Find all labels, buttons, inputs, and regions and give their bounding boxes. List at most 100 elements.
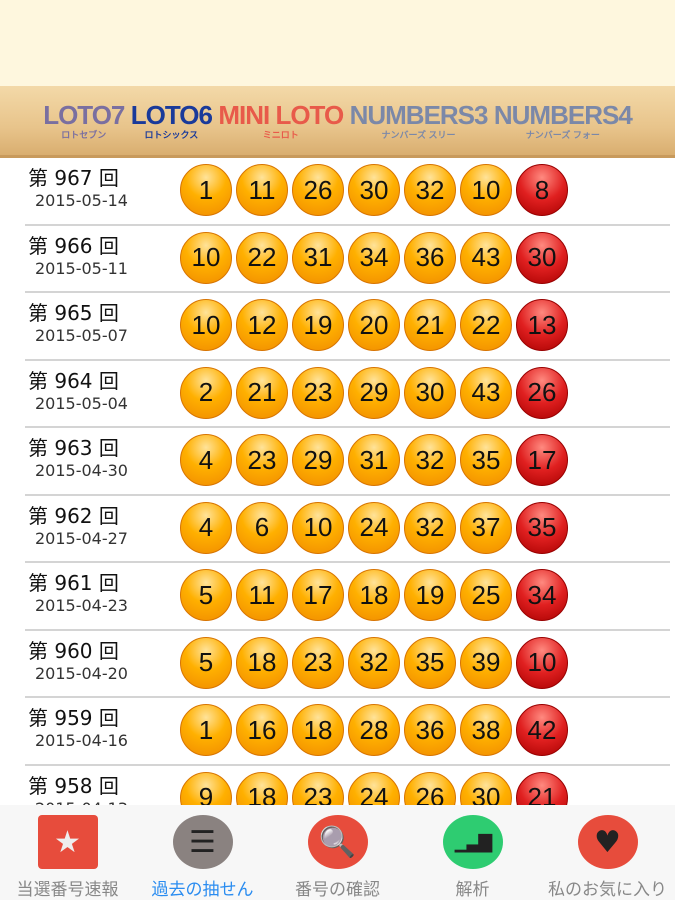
- logo-numbers3[interactable]: NUMBERS3 ナンバーズ スリー: [349, 99, 489, 140]
- draw-date: 2015-04-13: [35, 799, 128, 806]
- number-ball: 35: [404, 636, 456, 689]
- number-ball: 30: [404, 366, 456, 419]
- number-ball: 18: [348, 569, 400, 621]
- bonus-ball: 8: [516, 164, 568, 216]
- number-ball: 22: [236, 231, 288, 284]
- number-ball: 30: [460, 771, 512, 805]
- tab-search[interactable]: 🔍 番号の確認: [270, 805, 405, 900]
- number-ball: 16: [236, 704, 288, 756]
- tab-label: 過去の抽せん: [151, 880, 254, 900]
- number-ball: 32: [348, 636, 400, 689]
- number-ball: 43: [460, 231, 512, 284]
- draw-row[interactable]: 第 963 回 2015-04-30 4 23 29 31 32 35 17: [25, 428, 670, 496]
- number-ball: 43: [460, 366, 512, 419]
- draw-number: 第 958 回: [28, 773, 119, 798]
- number-ball: 29: [348, 366, 400, 419]
- logo-subtitle: ロトセブン: [61, 129, 107, 140]
- number-ball: 39: [460, 636, 512, 689]
- logo-text: MINI LOTO: [218, 99, 344, 130]
- lottery-type-board: LOTO7 ロトセブン LOTO6 ロトシックス MINI LOTO ミニロト NUMBER…: [0, 86, 675, 158]
- draw-number: 第 967 回: [28, 166, 119, 190]
- number-ball: 21: [236, 366, 288, 419]
- draw-number: 第 965 回: [28, 301, 119, 325]
- number-ball: 12: [236, 299, 288, 351]
- number-ball: 32: [404, 164, 456, 216]
- bonus-ball: 30: [516, 231, 568, 284]
- logo-loto6[interactable]: LOTO6 ロトシックス: [131, 102, 213, 140]
- winning-numbers: 1 11 26 30 32 10 8: [180, 164, 568, 216]
- draw-date: 2015-04-27: [35, 528, 128, 548]
- number-ball: 23: [292, 771, 344, 805]
- draw-results-list[interactable]: 第 967 回 2015-05-14 1 11 26 30 32 10 8 第 966 回 2015…: [0, 158, 675, 805]
- draw-number: 第 966 回: [28, 233, 119, 258]
- tab-list[interactable]: ☰ 過去の抽せん: [135, 805, 270, 900]
- draw-row[interactable]: 第 964 回 2015-05-04 2 21 23 29 30 43 26: [25, 361, 670, 428]
- draw-number: 第 964 回: [28, 368, 119, 393]
- number-ball: 2: [180, 366, 232, 419]
- bonus-ball: 10: [516, 636, 568, 689]
- tab-label: 当選番号速報: [16, 880, 119, 900]
- tab-label: 私のお気に入り: [548, 880, 667, 900]
- draw-row[interactable]: 第 962 回 2015-04-27 4 6 10 24 32 37 35: [25, 496, 670, 563]
- list-icon: ☰: [172, 815, 233, 869]
- number-ball: 4: [180, 501, 232, 554]
- number-ball: 1: [180, 164, 232, 216]
- number-ball: 17: [292, 569, 344, 621]
- number-ball: 28: [348, 704, 400, 756]
- draw-date: 2015-04-20: [35, 663, 128, 683]
- tab-bar-chart[interactable]: ▁▃▇ 解析: [405, 805, 540, 900]
- tab-bar: ★ 当選番号速報 ☰ 過去の抽せん 🔍 番号の確認 ▁▃▇ 解析 ♥ 私のお気に入り: [0, 805, 675, 900]
- winning-numbers: 2 21 23 29 30 43 26: [180, 366, 568, 419]
- tab-label: 番号の確認: [295, 880, 380, 900]
- logo-subtitle: ナンバーズ フォー: [525, 129, 600, 140]
- number-ball: 31: [348, 434, 400, 486]
- logo-subtitle: ナンバーズ スリー: [381, 129, 456, 140]
- winning-numbers: 9 18 23 24 26 30 21: [180, 771, 568, 805]
- number-ball: 22: [460, 299, 512, 351]
- draw-row[interactable]: 第 965 回 2015-05-07 10 12 19 20 21 22 13: [25, 293, 670, 361]
- bonus-ball: 17: [516, 434, 568, 486]
- logo-text: NUMBERS4: [493, 99, 633, 130]
- number-ball: 32: [404, 501, 456, 554]
- number-ball: 20: [348, 299, 400, 351]
- logo-text: NUMBERS3: [349, 99, 489, 130]
- number-ball: 26: [292, 164, 344, 216]
- tab-star[interactable]: ★ 当選番号速報: [0, 805, 135, 900]
- number-ball: 32: [404, 434, 456, 486]
- draw-row[interactable]: 第 959 回 2015-04-16 1 16 18 28 36 38 42: [25, 698, 670, 766]
- number-ball: 35: [460, 434, 512, 486]
- logo-numbers4[interactable]: NUMBERS4 ナンバーズ フォー: [493, 99, 633, 140]
- number-ball: 10: [292, 501, 344, 554]
- logo-mini-loto[interactable]: MINI LOTO ミニロト: [218, 99, 344, 140]
- number-ball: 10: [180, 231, 232, 284]
- draw-number: 第 959 回: [28, 706, 119, 730]
- tab-hearts[interactable]: ♥ 私のお気に入り: [540, 805, 675, 900]
- number-ball: 19: [292, 299, 344, 351]
- winning-numbers: 5 18 23 32 35 39 10: [180, 636, 568, 689]
- bonus-ball: 13: [516, 299, 568, 351]
- bonus-ball: 21: [516, 771, 568, 805]
- star-icon: ★: [37, 815, 98, 869]
- number-ball: 18: [236, 636, 288, 689]
- logo-loto7[interactable]: LOTO7 ロトセブン: [43, 102, 125, 140]
- bonus-ball: 34: [516, 569, 568, 621]
- number-ball: 11: [236, 164, 288, 216]
- winning-numbers: 4 23 29 31 32 35 17: [180, 434, 568, 486]
- number-ball: 26: [404, 771, 456, 805]
- number-ball: 1: [180, 704, 232, 756]
- number-ball: 6: [236, 501, 288, 554]
- number-ball: 19: [404, 569, 456, 621]
- bar-chart-icon: ▁▃▇: [442, 815, 503, 869]
- top-spacer: [0, 0, 675, 86]
- draw-row[interactable]: 第 967 回 2015-05-14 1 11 26 30 32 10 8: [25, 158, 670, 226]
- winning-numbers: 10 12 19 20 21 22 13: [180, 299, 568, 351]
- draw-row[interactable]: 第 961 回 2015-04-23 5 11 17 18 19 25 34: [25, 563, 670, 631]
- draw-row[interactable]: 第 966 回 2015-05-11 10 22 31 34 36 43 30: [25, 226, 670, 293]
- number-ball: 5: [180, 569, 232, 621]
- draw-date: 2015-04-30: [35, 461, 128, 480]
- draw-date: 2015-05-07: [35, 326, 128, 345]
- draw-number: 第 961 回: [28, 571, 119, 595]
- number-ball: 38: [460, 704, 512, 756]
- draw-row[interactable]: 第 960 回 2015-04-20 5 18 23 32 35 39 10: [25, 631, 670, 698]
